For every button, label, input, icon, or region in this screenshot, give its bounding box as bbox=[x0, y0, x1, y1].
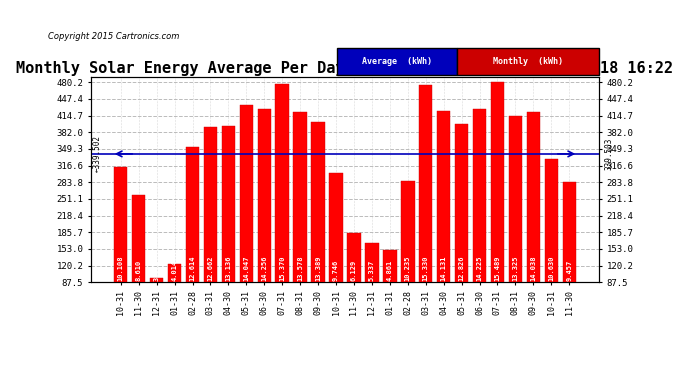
Bar bbox=[401, 181, 415, 327]
Text: Copyright 2015 Cartronics.com: Copyright 2015 Cartronics.com bbox=[48, 32, 179, 41]
Bar bbox=[239, 105, 253, 327]
Text: 8.610: 8.610 bbox=[136, 260, 141, 281]
Bar bbox=[365, 243, 379, 327]
Text: 10.108: 10.108 bbox=[118, 256, 124, 281]
Bar bbox=[544, 159, 558, 327]
Text: 12.662: 12.662 bbox=[208, 256, 213, 281]
Bar bbox=[437, 111, 451, 327]
Text: 12.826: 12.826 bbox=[459, 256, 464, 281]
Bar bbox=[383, 250, 397, 327]
Bar bbox=[562, 182, 576, 327]
FancyBboxPatch shape bbox=[337, 48, 457, 75]
Text: 13.136: 13.136 bbox=[226, 256, 231, 281]
Title: Monthly Solar Energy Average Per Day Production  (KWh)  Fri Dec 18 16:22: Monthly Solar Energy Average Per Day Pro… bbox=[17, 60, 673, 76]
Bar bbox=[347, 233, 361, 327]
Text: 339.503: 339.503 bbox=[604, 138, 613, 170]
Text: 15.330: 15.330 bbox=[423, 256, 428, 281]
Text: 9.746: 9.746 bbox=[333, 260, 339, 281]
Bar bbox=[186, 147, 199, 327]
Bar bbox=[419, 85, 433, 327]
Text: 10.630: 10.630 bbox=[549, 256, 554, 281]
Text: 15.370: 15.370 bbox=[279, 256, 285, 281]
Bar bbox=[150, 278, 164, 327]
Text: 15.489: 15.489 bbox=[495, 256, 500, 281]
Bar bbox=[455, 124, 469, 327]
Bar bbox=[491, 82, 504, 327]
Text: 14.256: 14.256 bbox=[262, 256, 267, 281]
Text: 13.325: 13.325 bbox=[513, 256, 518, 281]
Text: Average  (kWh): Average (kWh) bbox=[362, 57, 432, 66]
Text: 3.071: 3.071 bbox=[154, 260, 159, 281]
Text: Monthly  (kWh): Monthly (kWh) bbox=[493, 57, 563, 66]
Bar bbox=[509, 116, 522, 327]
Text: 4.861: 4.861 bbox=[387, 260, 393, 281]
Text: 14.047: 14.047 bbox=[244, 256, 249, 281]
Bar bbox=[329, 173, 343, 327]
Bar bbox=[221, 126, 235, 327]
Bar bbox=[114, 167, 128, 327]
Text: 4.014: 4.014 bbox=[172, 260, 177, 281]
Bar bbox=[257, 109, 271, 327]
Bar bbox=[204, 127, 217, 327]
Text: 14.225: 14.225 bbox=[477, 256, 482, 281]
Text: 6.129: 6.129 bbox=[351, 260, 357, 281]
Bar bbox=[473, 110, 486, 327]
Bar bbox=[311, 122, 325, 327]
Text: 13.578: 13.578 bbox=[297, 256, 303, 281]
Bar bbox=[293, 112, 307, 327]
Text: 12.614: 12.614 bbox=[190, 256, 195, 281]
Bar bbox=[132, 195, 146, 327]
FancyBboxPatch shape bbox=[457, 48, 599, 75]
Text: 14.038: 14.038 bbox=[531, 256, 536, 281]
Bar bbox=[275, 84, 289, 327]
Bar bbox=[168, 264, 181, 327]
Text: 13.389: 13.389 bbox=[315, 256, 321, 281]
Text: 9.457: 9.457 bbox=[566, 260, 572, 281]
Text: 14.131: 14.131 bbox=[441, 256, 446, 281]
Text: 5.337: 5.337 bbox=[369, 260, 375, 281]
Text: 10.235: 10.235 bbox=[405, 256, 411, 281]
Text: ←339.502: ←339.502 bbox=[93, 135, 102, 172]
Bar bbox=[526, 112, 540, 327]
